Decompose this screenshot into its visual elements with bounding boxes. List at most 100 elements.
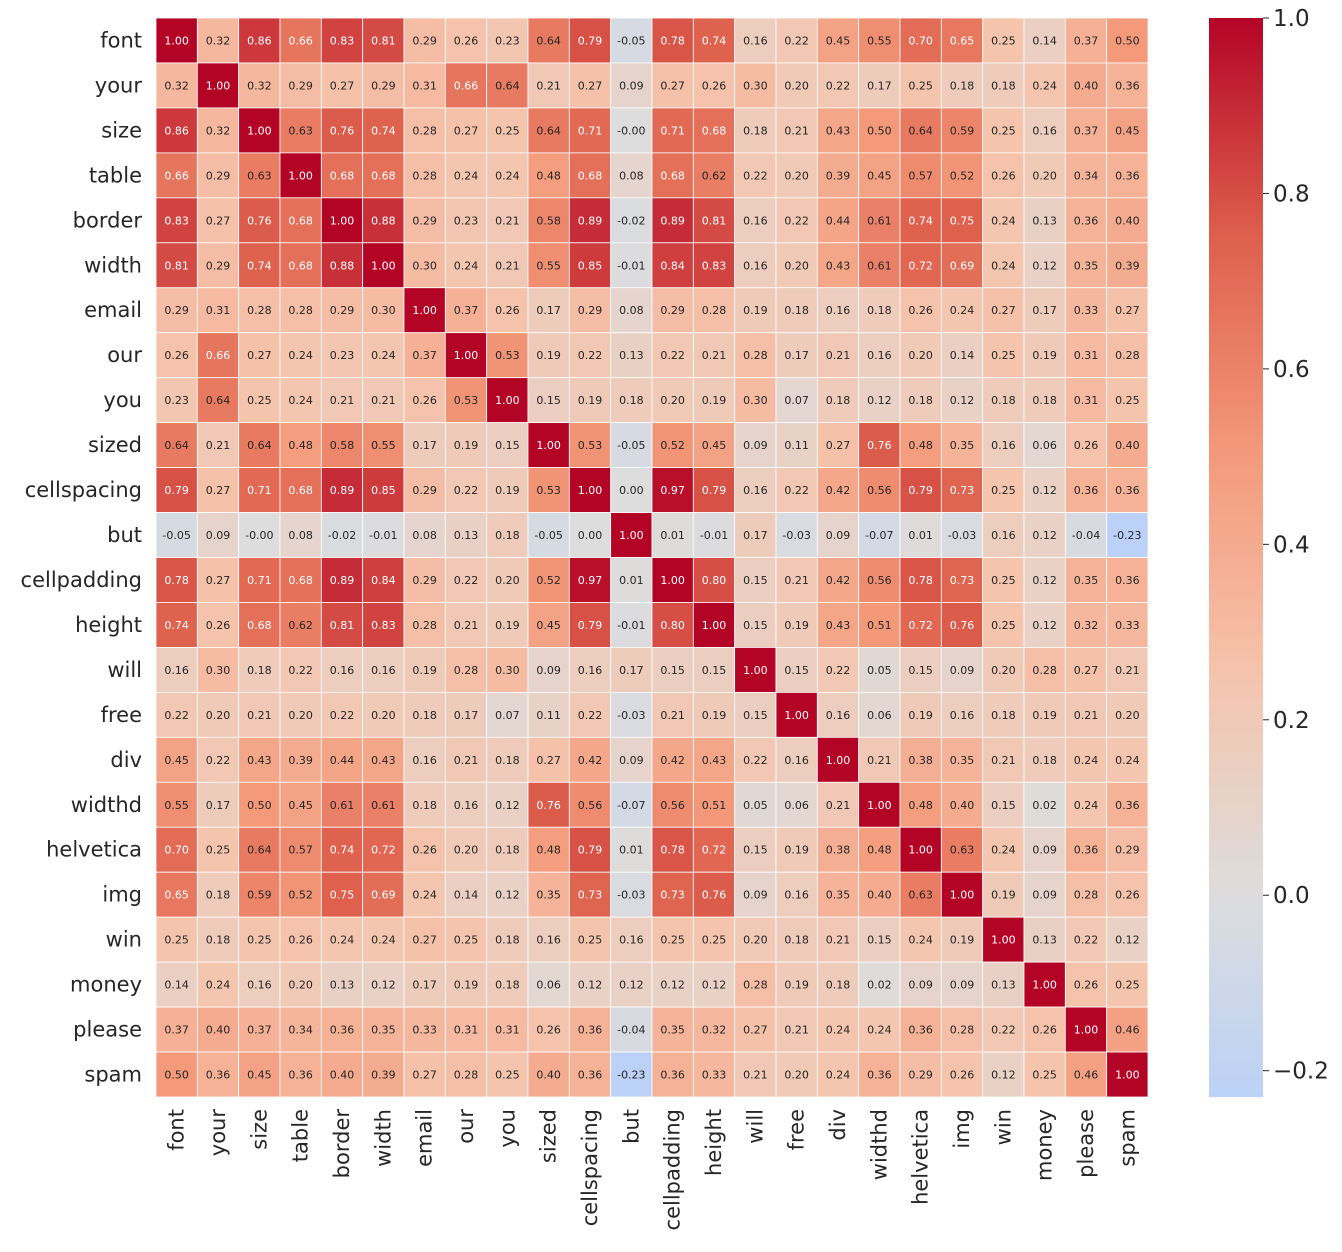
- heatmap-cell-size-spam: [1106, 107, 1149, 154]
- cell-annotation-spam-your: 0.36: [206, 1069, 231, 1082]
- cell-annotation-font-border: 0.83: [330, 34, 355, 47]
- heatmap-cell-but-cellspacing: [568, 512, 612, 558]
- heatmap-cell-but-border: [320, 512, 364, 558]
- y-tick-label-img: img: [102, 883, 142, 907]
- heatmap-cell-will-img: [940, 647, 984, 693]
- cell-annotation-but-border: -0.02: [328, 529, 356, 542]
- cell-annotation-but-you: 0.18: [495, 529, 520, 542]
- heatmap-cell-width-size: [238, 242, 281, 289]
- heatmap-cell-border-div: [816, 197, 860, 244]
- heatmap-cell-email-width: [362, 287, 405, 334]
- cell-annotation-table-img: 0.52: [950, 169, 975, 182]
- heatmap-cell-widthd-height: [692, 781, 736, 828]
- cell-annotation-email-height: 0.28: [702, 304, 727, 317]
- cell-annotation-cellpadding-you: 0.20: [495, 574, 520, 587]
- heatmap-cell-border-you: [486, 197, 529, 244]
- heatmap-cell-cellspacing-width: [362, 467, 405, 513]
- cell-annotation-size-please: 0.37: [1074, 124, 1099, 137]
- heatmap-cell-table-cellpadding: [651, 152, 694, 199]
- y-tick-label-cellpadding: cellpadding: [21, 568, 142, 592]
- cell-annotation-width-email: 0.30: [412, 259, 437, 272]
- heatmap-cell-width-you: [486, 242, 529, 289]
- cell-annotation-money-will: 0.28: [743, 979, 768, 992]
- cell-annotation-you-width: 0.21: [371, 394, 396, 407]
- heatmap-cell-money-our: [444, 961, 488, 1008]
- cell-annotation-helvetica-helvetica: 1.00: [908, 844, 933, 857]
- cell-annotation-widthd-sized: 0.76: [536, 799, 561, 812]
- cell-annotation-font-div: 0.45: [826, 34, 851, 47]
- heatmap-cell-you-widthd: [858, 377, 901, 424]
- cell-annotation-div-cellpadding: 0.42: [660, 754, 685, 767]
- heatmap-cell-width-table: [279, 242, 322, 289]
- cell-annotation-win-cellspacing: 0.25: [578, 934, 603, 947]
- heatmap-cell-helvetica-helvetica: [899, 826, 942, 873]
- cell-annotation-cellpadding-email: 0.29: [412, 574, 437, 587]
- cell-annotation-height-cellspacing: 0.79: [578, 619, 603, 632]
- heatmap-cell-widthd-font: [155, 781, 198, 828]
- heatmap-cell-will-border: [320, 647, 364, 693]
- cell-annotation-sized-will: 0.09: [743, 439, 768, 452]
- cell-annotation-you-table: 0.24: [288, 394, 313, 407]
- heatmap-cell-width-our: [444, 242, 488, 289]
- heatmap-cell-size-width: [362, 107, 405, 154]
- cell-annotation-height-our: 0.21: [454, 619, 479, 632]
- cell-annotation-border-sized: 0.58: [536, 214, 561, 227]
- heatmap-cell-size-cellspacing: [568, 107, 612, 154]
- cell-annotation-size-div: 0.43: [826, 124, 851, 137]
- cell-annotation-our-size: 0.27: [247, 349, 272, 362]
- cell-annotation-border-font: 0.83: [164, 214, 189, 227]
- heatmap-cell-border-font: [155, 197, 198, 244]
- cell-annotation-please-please: 1.00: [1074, 1024, 1099, 1037]
- cell-annotation-money-div: 0.18: [826, 979, 851, 992]
- heatmap-cell-but-spam: [1106, 512, 1149, 558]
- heatmap-cell-table-border: [320, 152, 364, 199]
- x-tick-label-sized: sized: [537, 1109, 561, 1163]
- cell-annotation-img-img: 1.00: [950, 889, 975, 902]
- cell-annotation-win-div: 0.21: [826, 934, 851, 947]
- heatmap-cell-cellspacing-helvetica: [899, 467, 942, 513]
- cell-annotation-but-size: -0.00: [245, 529, 273, 542]
- cell-annotation-font-width: 0.81: [371, 34, 396, 47]
- heatmap-cell-spam-table: [279, 1051, 322, 1098]
- cell-annotation-size-you: 0.25: [495, 124, 520, 137]
- cell-annotation-div-size: 0.43: [247, 754, 272, 767]
- colorbar-ticks: 1.0 0.8 0.6 0.4 0.2 0.0 −0.2: [1263, 6, 1329, 1085]
- heatmap-cell-table-your: [196, 152, 240, 199]
- heatmap-cell-you-email: [403, 377, 446, 424]
- cell-annotation-win-free: 0.18: [784, 934, 809, 947]
- cell-annotation-cellpadding-widthd: 0.56: [867, 574, 892, 587]
- heatmap-cell-font-our: [444, 17, 488, 64]
- heatmap-cell-img-money: [1023, 871, 1066, 918]
- heatmap-cell-font-widthd: [858, 17, 901, 64]
- heatmap-cell-width-widthd: [858, 242, 901, 289]
- cell-annotation-our-win: 0.25: [991, 349, 1016, 362]
- cell-annotation-sized-cellspacing: 0.53: [578, 439, 603, 452]
- heatmap-cell-width-spam: [1106, 242, 1149, 289]
- heatmap-cell-width-please: [1064, 242, 1108, 289]
- cell-annotation-email-win: 0.27: [991, 304, 1016, 317]
- heatmap-cell-free-img: [940, 691, 984, 738]
- heatmap-cell-helvetica-img: [940, 826, 984, 873]
- cell-annotation-sized-money: 0.06: [1032, 439, 1057, 452]
- cell-annotation-cellpadding-money: 0.12: [1032, 574, 1057, 587]
- heatmap-cells: [155, 17, 1149, 1098]
- cell-annotation-free-sized: 0.11: [536, 709, 561, 722]
- heatmap-cell-our-our: [444, 332, 488, 379]
- cell-annotation-table-width: 0.68: [371, 169, 396, 182]
- cell-annotation-border-width: 0.88: [371, 214, 396, 227]
- heatmap-cell-table-but: [610, 152, 653, 199]
- cell-annotation-widthd-widthd: 1.00: [867, 799, 892, 812]
- heatmap-cell-spam-cellspacing: [568, 1051, 612, 1098]
- heatmap-cell-spam-width: [362, 1051, 405, 1098]
- cell-annotation-cellspacing-font: 0.79: [164, 484, 189, 497]
- cell-annotation-our-img: 0.14: [950, 349, 975, 362]
- heatmap-cell-width-will: [734, 242, 777, 289]
- cell-annotation-your-div: 0.22: [826, 79, 851, 92]
- heatmap-cell-div-sized: [527, 736, 570, 783]
- heatmap-cell-widthd-cellpadding: [651, 781, 694, 828]
- cell-annotation-cellpadding-cellpadding: 1.00: [660, 574, 685, 587]
- cell-annotation-free-cellpadding: 0.21: [660, 709, 685, 722]
- x-tick-label-your: your: [206, 1109, 230, 1157]
- cell-annotation-cellspacing-your: 0.27: [206, 484, 231, 497]
- cell-annotation-win-width: 0.24: [371, 934, 396, 947]
